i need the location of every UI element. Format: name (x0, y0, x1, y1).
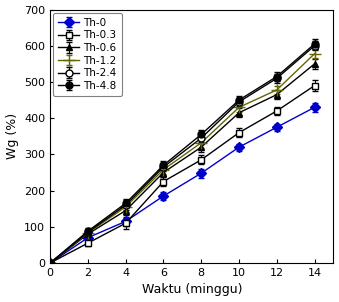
X-axis label: Waktu (minggu): Waktu (minggu) (141, 284, 242, 297)
Legend: Th-0, Th-0.3, Th-0.6, Th-1.2, Th-2.4, Th-4.8: Th-0, Th-0.3, Th-0.6, Th-1.2, Th-2.4, Th… (53, 13, 122, 96)
Y-axis label: Wg (%): Wg (%) (5, 113, 19, 159)
